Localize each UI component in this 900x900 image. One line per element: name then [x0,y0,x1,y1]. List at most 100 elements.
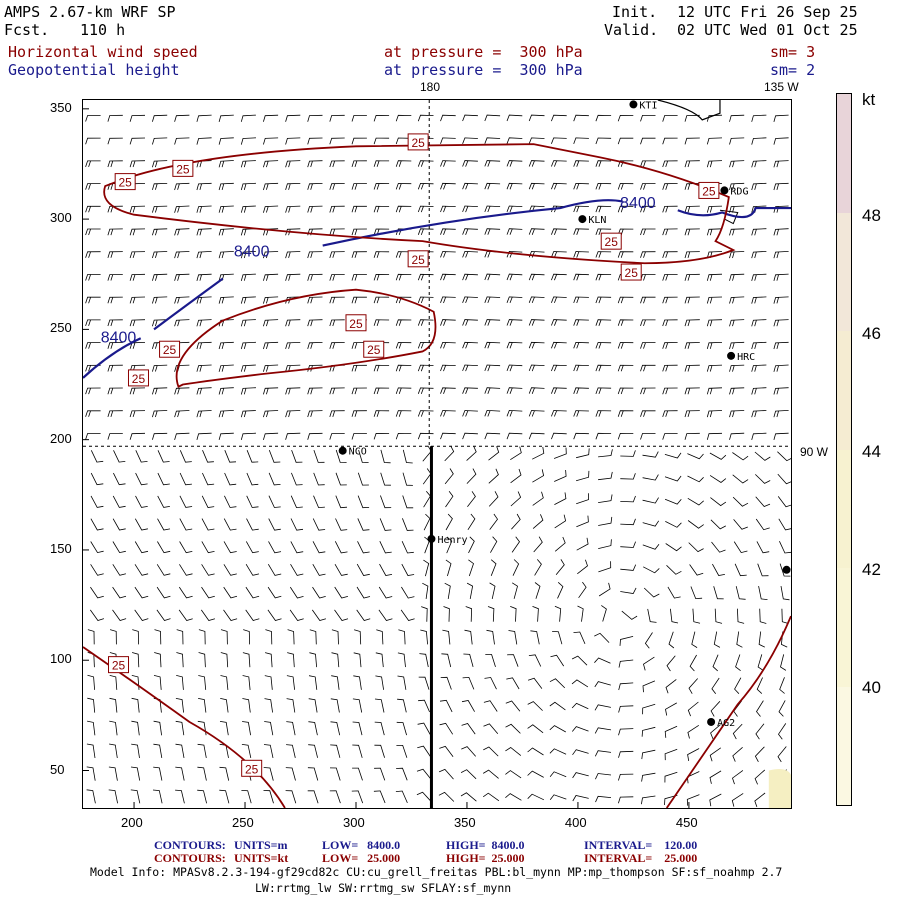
wind-label-box [172,159,194,177]
wind-barb [595,137,612,145]
wind-barb [154,652,162,668]
wind-barb [773,341,789,350]
wind-label-box [407,133,429,151]
wind-barb [85,296,101,304]
wind-barb [575,470,590,482]
wind-barb [157,518,171,531]
wind-barb [351,115,367,122]
wind-barb [640,433,656,440]
wind-barb [461,723,476,735]
wind-barb [265,629,273,645]
wind-barb [395,387,412,395]
wind-barb [196,205,212,213]
wind-barb [373,205,390,213]
wind-barb [462,182,478,190]
wind-barb [152,251,168,259]
wind-barb [439,722,454,735]
wind-barb [505,747,522,756]
wind-barb [573,432,589,440]
wind-barb [224,472,237,486]
wind-barb [152,296,168,304]
wind-barb [462,250,478,258]
wind-barb [263,182,279,191]
station-marker: NCO [338,446,367,458]
wind-barb [729,410,745,418]
wind-barb [689,654,697,672]
wind-barb [551,387,567,394]
wind-barb [395,364,412,372]
wind-barb [527,793,545,801]
wind-barb [484,296,501,304]
wind-barb [131,743,140,759]
wind-barb [312,541,326,554]
wind-barb [109,675,118,690]
wind-barb [595,273,612,281]
height-contour-label: 8400 [620,195,656,212]
wind-barb [351,364,367,372]
wind-barb [285,342,301,350]
wind-barb [664,498,682,505]
wind-barb [175,698,184,713]
wind-barb [617,364,634,372]
wind-barb [134,518,148,531]
wind-barb [174,228,190,236]
wind-barb [90,472,104,486]
wind-barb [374,767,386,781]
wind-barb [601,605,607,622]
wind-barb [285,410,301,418]
wind-barb [512,559,520,576]
wind-label-box [108,656,130,674]
wind-barb [312,586,326,599]
wind-barb [378,609,393,621]
wind-barb [289,586,304,599]
wind-barb [754,792,766,808]
wind-barb [286,675,295,690]
wind-barb [571,655,588,666]
wind-label-box [241,759,263,777]
wind-barb [90,450,104,463]
wind-barb [309,629,317,645]
wind-barb [395,183,412,190]
wind-barb [351,251,367,258]
wind-barb [640,115,656,122]
wind-barb [397,675,407,690]
wind-barb [240,205,256,213]
wind-barb [684,364,700,372]
wind-barb [242,698,251,713]
wind-barb [196,432,212,441]
wind-barb [484,273,501,281]
wind-barb [640,137,656,145]
wind-barb [152,205,168,213]
wind-barb [375,675,384,690]
wind-barb [781,608,789,624]
wind-barb [528,410,545,417]
wind-barb [174,296,190,304]
wind-barb [549,701,566,711]
wind-barb [490,559,497,576]
wind-barb [291,472,303,486]
colorbar [836,93,852,806]
wind-barb [594,727,612,734]
wind-barb [267,563,282,576]
forecast-hours: 110 h [80,21,126,39]
wind-barb [179,472,192,486]
wind-barb [241,790,252,804]
wind-barb [107,228,123,236]
init-label: Init. [612,3,658,21]
wind-barb [440,341,456,349]
wind-barb [666,655,676,672]
wind-barb [482,769,499,779]
wind-barb [313,495,325,509]
x-tick-label: 200 [121,815,143,830]
wind-barb [468,559,474,577]
wind-barb [263,273,279,281]
wind-barb [107,137,123,145]
meridian-label-135w: 135 W [764,80,799,94]
wind-barb [505,793,522,801]
x-tick-label: 300 [342,815,365,830]
wind-barb [380,449,391,464]
field-level-wind: at pressure = 300 hPa [384,43,583,61]
wind-barb [621,610,638,620]
wind-barb [710,724,721,740]
wind-barb [157,450,170,463]
